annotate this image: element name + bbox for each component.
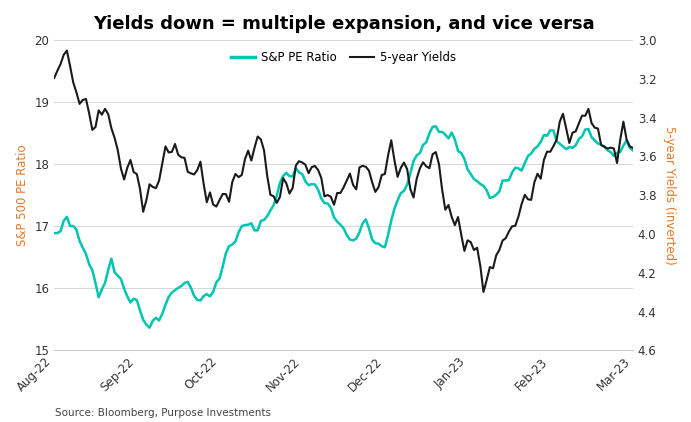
Title: Yields down = multiple expansion, and vice versa: Yields down = multiple expansion, and vi…: [93, 15, 594, 33]
Text: Source: Bloomberg, Purpose Investments: Source: Bloomberg, Purpose Investments: [55, 408, 272, 418]
Legend: S&P PE Ratio, 5-year Yields: S&P PE Ratio, 5-year Yields: [226, 46, 461, 68]
Y-axis label: 5-year Yields (inverted): 5-year Yields (inverted): [663, 126, 676, 265]
Y-axis label: S&P 500 PE Ratio: S&P 500 PE Ratio: [16, 144, 29, 246]
